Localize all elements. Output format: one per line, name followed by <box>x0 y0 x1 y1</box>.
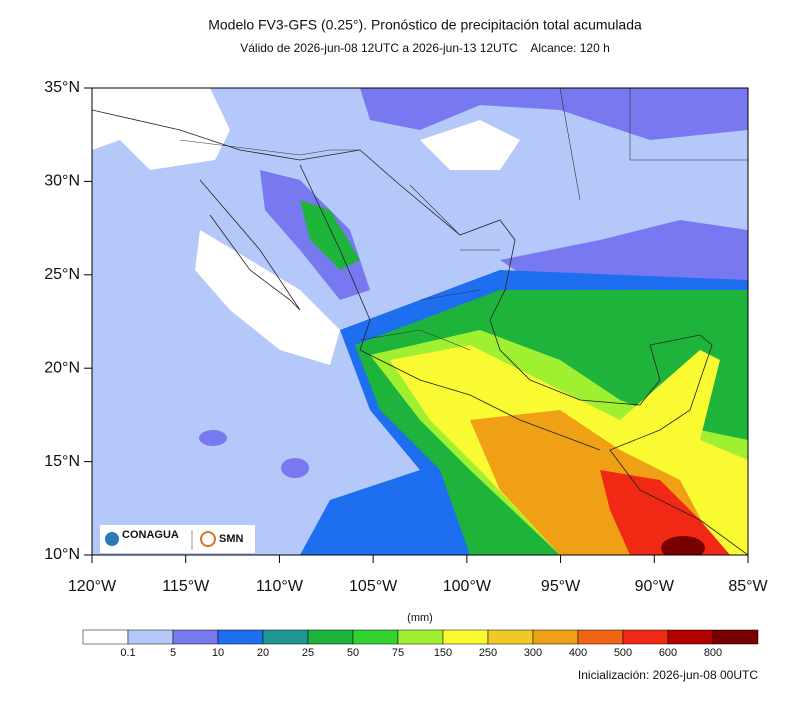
colorbar-unit: (mm) <box>407 612 433 624</box>
colorbar-box <box>532 629 579 645</box>
rain-area <box>661 536 705 555</box>
colorbar-box <box>667 629 714 645</box>
rain-area <box>199 430 227 446</box>
map-field: CONAGUA SMN <box>92 88 748 555</box>
colorbar-label: 800 <box>704 647 722 659</box>
logo-icon <box>200 531 216 547</box>
x-tick-label: 85°W <box>728 578 768 595</box>
colorbar-label: 150 <box>434 647 452 659</box>
colorbar-label: 600 <box>659 647 677 659</box>
y-tick-label: 25°N <box>44 266 80 283</box>
dry-area <box>92 88 230 170</box>
colorbar-label: 5 <box>170 647 176 659</box>
title: Modelo FV3-GFS (0.25°). Pronóstico de pr… <box>208 17 642 33</box>
logo-box <box>100 525 255 553</box>
rain-area <box>281 458 309 478</box>
colorbar-box <box>172 629 219 645</box>
rain-area <box>600 470 730 555</box>
logo-icon <box>105 532 119 546</box>
colorbar-label: 50 <box>347 647 359 659</box>
rain-area <box>360 88 748 140</box>
colorbar-label: 75 <box>392 647 404 659</box>
colorbar-box <box>217 629 264 645</box>
x-tick-label: 115°W <box>162 578 210 595</box>
colorbar-label: 0.1 <box>120 647 135 659</box>
x-tick-label: 90°W <box>635 578 675 595</box>
colorbar-label: 300 <box>524 647 542 659</box>
colorbar-box <box>82 629 129 645</box>
colorbar-label: 500 <box>614 647 632 659</box>
border <box>179 88 748 351</box>
rain-area <box>300 200 360 270</box>
colorbar-label: 25 <box>302 647 314 659</box>
colorbar-box <box>712 629 759 645</box>
colorbar-box <box>487 629 534 645</box>
x-tick-label: 120°W <box>68 578 117 595</box>
y-tick-label: 15°N <box>44 453 80 470</box>
dry-area <box>420 120 520 170</box>
colorbar-box <box>577 629 624 645</box>
colorbar-box <box>262 629 309 645</box>
x-tick-label: 110°W <box>256 578 304 595</box>
colorbar-box <box>622 629 669 645</box>
x-tick-label: 95°W <box>541 578 581 595</box>
subtitle: Válido de 2026-jun-08 12UTC a 2026-jun-1… <box>240 41 610 55</box>
y-tick-label: 20°N <box>44 359 80 376</box>
y-tick-label: 30°N <box>44 173 80 190</box>
y-tick-label: 35°N <box>44 79 80 96</box>
initialization: Inicialización: 2026-jun-08 00UTC <box>578 668 758 682</box>
colorbar-box <box>352 629 399 645</box>
x-tick-label: 100°W <box>443 578 492 595</box>
colorbar-box <box>397 629 444 645</box>
colorbar-box <box>307 629 354 645</box>
dry-area <box>195 230 340 365</box>
colorbar-label: 10 <box>212 647 224 659</box>
y-tick-label: 10°N <box>44 546 80 563</box>
colorbar-box <box>442 629 489 645</box>
colorbar-label: 250 <box>479 647 497 659</box>
x-tick-label: 105°W <box>349 578 398 595</box>
colorbar-label: 20 <box>257 647 269 659</box>
colorbar-label: 400 <box>569 647 587 659</box>
map-frame <box>91 87 749 556</box>
colorbar-box <box>127 629 174 645</box>
logo-text: CONAGUA <box>122 529 179 541</box>
logo-text: SMN <box>219 533 244 545</box>
